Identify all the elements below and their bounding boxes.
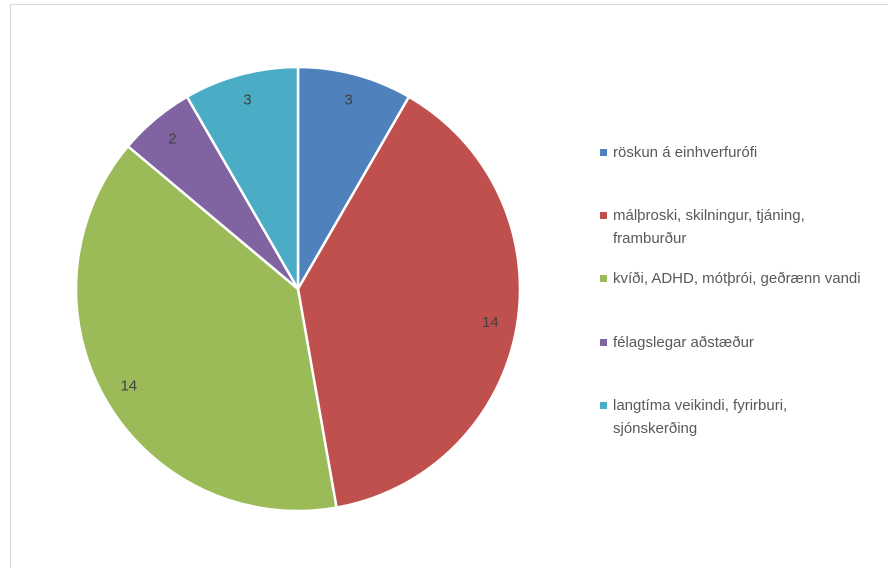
pie-slice [296,95,522,510]
data-label: 14 [482,314,499,331]
pie-slice [296,65,411,294]
legend-label: kvíði, ADHD, mótþrói, geðrænn vandi [613,270,861,287]
legend-label: málþroski, skilningur, tjáning, framburð… [613,207,805,247]
legend-item: félagslegar aðstæður [600,331,875,354]
legend-swatch [600,212,607,219]
legend-swatch [600,275,607,282]
data-label: 3 [243,91,251,108]
chart-frame [10,4,888,568]
legend-swatch [600,402,607,409]
legend-item: langtíma veikindi, fyrirburi, sjónskerði… [600,394,875,440]
legend-label: röskun á einhverfurófi [613,144,758,161]
legend-label: félagslegar aðstæður [613,334,754,351]
legend-swatch [600,149,607,156]
legend-item: málþroski, skilningur, tjáning, framburð… [600,204,875,250]
legend-item: kvíði, ADHD, mótþrói, geðrænn vandi [600,267,875,290]
data-label: 3 [344,91,352,108]
pie-slice [185,65,300,294]
pie-slice [74,144,338,513]
legend-swatch [600,339,607,346]
legend-item: röskun á einhverfurófi [600,141,875,164]
data-label: 14 [120,378,137,395]
data-label: 2 [168,130,176,147]
legend-label: langtíma veikindi, fyrirburi, sjónskerði… [613,397,788,437]
